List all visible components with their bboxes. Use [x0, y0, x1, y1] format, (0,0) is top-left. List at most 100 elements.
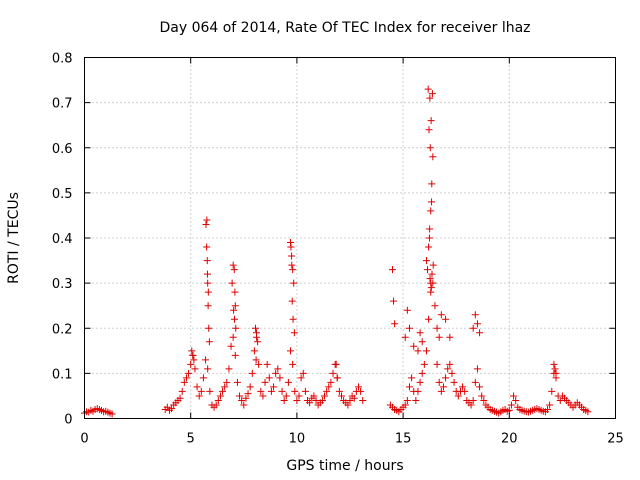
data-point: [202, 356, 210, 364]
data-point: [197, 387, 205, 395]
data-point: [295, 392, 303, 400]
data-point: [459, 383, 467, 391]
data-point: [216, 392, 224, 400]
data-point: [442, 315, 450, 323]
data-point: [203, 216, 211, 224]
data-point: [229, 261, 237, 269]
data-point: [205, 324, 213, 332]
data-point: [195, 392, 203, 400]
data-point: [205, 338, 213, 346]
data-point: [206, 387, 214, 395]
data-point: [203, 270, 211, 278]
data-point: [446, 360, 454, 368]
x-axis-title: GPS time / hours: [286, 458, 403, 474]
data-point: [204, 279, 212, 287]
data-point: [429, 261, 437, 269]
data-point: [410, 342, 418, 350]
data-point: [182, 374, 190, 382]
data-point: [289, 315, 297, 323]
data-point: [435, 333, 443, 341]
data-point: [425, 243, 433, 251]
data-point: [253, 329, 261, 337]
data-point: [180, 378, 188, 386]
y-tick-label: 0.7: [52, 97, 73, 112]
data-point: [250, 347, 258, 355]
data-point: [289, 360, 297, 368]
data-point: [236, 392, 244, 400]
data-point: [448, 369, 456, 377]
data-point: [225, 365, 233, 373]
data-point: [278, 387, 286, 395]
data-point: [214, 396, 222, 404]
data-point: [333, 374, 341, 382]
data-point: [242, 394, 250, 402]
data-point: [426, 94, 434, 102]
data-point: [291, 387, 299, 395]
data-point: [412, 396, 420, 404]
data-point: [426, 275, 434, 283]
data-point: [401, 333, 409, 341]
data-point: [544, 405, 552, 413]
y-tick-label: 0.6: [52, 142, 73, 157]
data-point: [512, 396, 520, 404]
data-point: [418, 369, 426, 377]
data-point: [552, 369, 560, 377]
data-point: [203, 257, 211, 265]
data-point: [425, 126, 433, 134]
data-point: [244, 390, 252, 398]
data-point: [168, 405, 176, 413]
data-point: [265, 374, 273, 382]
data-point: [108, 410, 116, 418]
data-point: [259, 392, 267, 400]
data-point: [267, 387, 275, 395]
data-point: [388, 266, 396, 274]
data-point: [289, 266, 297, 274]
axis-ticks: 0 5 10 15 20 25 0 0.1 0.2 0.3 0.4 0.5 0.6 0.7 0.8: [52, 52, 624, 447]
data-point: [203, 243, 211, 251]
data-point: [202, 220, 210, 228]
data-point: [310, 392, 318, 400]
data-point: [478, 392, 486, 400]
data-point: [187, 360, 195, 368]
data-point: [480, 396, 488, 404]
data-point: [469, 324, 477, 332]
data-point: [230, 306, 238, 314]
data-point: [212, 401, 220, 409]
data-point: [293, 396, 301, 404]
data-point: [476, 329, 484, 337]
data-point: [471, 378, 479, 386]
data-point: [318, 396, 326, 404]
data-points: [81, 85, 592, 418]
data-point: [437, 387, 445, 395]
data-point: [257, 387, 265, 395]
data-point: [354, 383, 362, 391]
data-point: [178, 387, 186, 395]
data-point: [467, 401, 475, 409]
data-point: [435, 378, 443, 386]
data-point: [427, 288, 435, 296]
data-point: [450, 378, 458, 386]
data-point: [414, 387, 422, 395]
data-point: [444, 365, 452, 373]
data-point: [263, 360, 271, 368]
data-point: [431, 302, 439, 310]
data-point: [284, 378, 292, 386]
data-point: [233, 378, 241, 386]
data-point: [359, 396, 367, 404]
data-point: [299, 369, 307, 377]
data-point: [176, 394, 184, 402]
data-point: [287, 243, 295, 251]
data-point: [204, 365, 212, 373]
data-point: [454, 392, 462, 400]
y-tick-label: 0.1: [52, 367, 73, 382]
y-tick-label: 0: [64, 413, 72, 428]
data-point: [290, 279, 298, 287]
data-point: [350, 394, 358, 402]
data-point: [254, 338, 262, 346]
data-point: [425, 234, 433, 242]
x-tick-label: 15: [395, 432, 412, 447]
data-point: [428, 198, 436, 206]
data-point: [287, 347, 295, 355]
data-point: [507, 401, 515, 409]
